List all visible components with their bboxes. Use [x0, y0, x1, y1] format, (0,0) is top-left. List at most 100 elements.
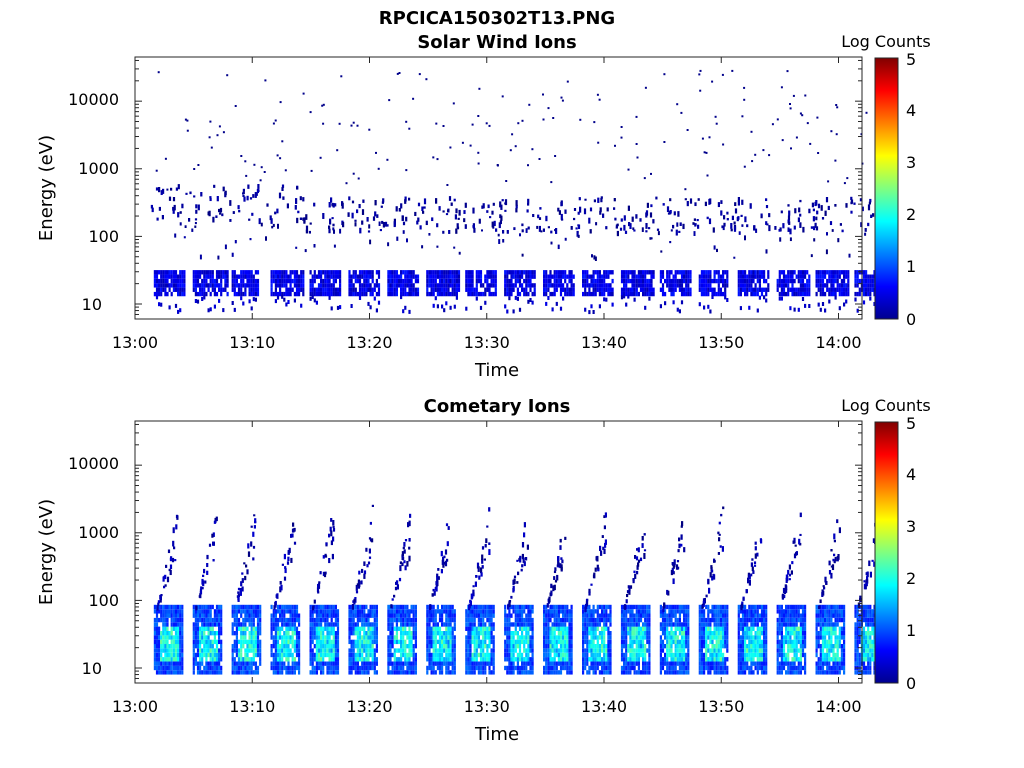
heatmap-cell [623, 215, 626, 221]
heatmap-cell [348, 648, 351, 653]
heatmap-cell [172, 661, 175, 666]
heatmap-cell [586, 617, 589, 623]
heatmap-cell [584, 278, 587, 284]
heatmap-cell [158, 278, 161, 284]
heatmap-cell [358, 278, 362, 284]
heatmap-cell [213, 639, 216, 645]
heatmap-cell [756, 291, 759, 297]
heatmap-cell [627, 205, 630, 211]
heatmap-cell [588, 657, 591, 662]
heatmap-cell [203, 604, 206, 610]
heatmap-cell [687, 283, 690, 288]
heatmap-cell [492, 202, 495, 206]
heatmap-cell [521, 657, 524, 662]
heatmap-cell [192, 626, 195, 631]
heatmap-cell [670, 287, 673, 292]
heatmap-cell [464, 224, 467, 229]
heatmap-cell [482, 622, 485, 627]
heatmap-cell [455, 208, 458, 214]
heatmap-cell [248, 670, 251, 675]
heatmap-cell [243, 562, 246, 565]
heatmap-cell [504, 287, 507, 292]
heatmap-cell [697, 198, 700, 201]
heatmap-cell [438, 278, 442, 284]
heatmap-cell [352, 291, 355, 297]
heatmap-cell [412, 287, 415, 292]
heatmap-cell [350, 304, 353, 308]
heatmap-cell [586, 648, 589, 653]
heatmap-cell [160, 278, 163, 284]
heatmap-cell [831, 229, 834, 232]
heatmap-cell [369, 644, 372, 649]
heatmap-cell [181, 291, 184, 297]
heatmap-cell [166, 613, 169, 618]
heatmap-cell [631, 291, 634, 297]
heatmap-cell [471, 626, 474, 631]
heatmap-cell [706, 174, 709, 177]
heatmap-cell [315, 635, 318, 640]
colorbar-tick: 4 [906, 101, 916, 120]
heatmap-cell [404, 626, 407, 631]
heatmap-cell [281, 187, 284, 191]
heatmap-cell [326, 270, 329, 275]
heatmap-cell [214, 517, 217, 520]
heatmap-cell [471, 278, 474, 284]
heatmap-cell [553, 274, 556, 279]
heatmap-cell [391, 652, 394, 658]
heatmap-cell [171, 557, 175, 563]
heatmap-cell [369, 631, 372, 636]
heatmap-cell [311, 652, 314, 658]
heatmap-cell [824, 308, 827, 313]
heatmap-cell [465, 278, 468, 284]
heatmap-cell [231, 613, 234, 618]
heatmap-cell [516, 604, 519, 610]
heatmap-cell [669, 210, 672, 214]
heatmap-cell [207, 639, 210, 645]
heatmap-cell [836, 106, 839, 109]
heatmap-cell [553, 604, 556, 610]
heatmap-cell [453, 652, 456, 658]
heatmap-cell [350, 617, 353, 623]
heatmap-cell [652, 274, 655, 279]
heatmap-cell [387, 626, 390, 631]
heatmap-cell [207, 635, 210, 640]
heatmap-cell [315, 639, 318, 645]
heatmap-cell [393, 222, 396, 227]
heatmap-cell [756, 274, 759, 279]
heatmap-cell [398, 577, 402, 582]
heatmap-cell [331, 203, 334, 206]
heatmap-cell [676, 103, 679, 106]
heatmap-cell [361, 274, 364, 279]
heatmap-cell [375, 657, 378, 662]
heatmap-cell [717, 291, 720, 297]
heatmap-cell [627, 168, 630, 171]
heatmap-cell [797, 291, 800, 297]
heatmap-cell [845, 203, 848, 208]
heatmap-cell [234, 105, 237, 107]
heatmap-cell [806, 270, 809, 275]
heatmap-cell [295, 626, 299, 631]
heatmap-cell [545, 644, 548, 649]
heatmap-cell [361, 613, 364, 618]
heatmap-cell [545, 670, 548, 675]
heatmap-cell [350, 648, 353, 653]
heatmap-cell [847, 291, 850, 297]
heatmap-cell [765, 287, 768, 292]
heatmap-cell [471, 291, 474, 297]
heatmap-cell [196, 291, 200, 297]
heatmap-cell [283, 278, 286, 284]
heatmap-cell [525, 626, 528, 631]
heatmap-cell [438, 206, 441, 211]
heatmap-cell [504, 274, 507, 279]
heatmap-cell [281, 184, 285, 188]
heatmap-cell [465, 287, 468, 292]
heatmap-cell [836, 270, 839, 275]
heatmap-cell [504, 291, 507, 297]
heatmap-cell [172, 635, 175, 640]
heatmap-cell [361, 604, 364, 610]
heatmap-cell [391, 617, 394, 623]
heatmap-cell [453, 283, 456, 288]
heatmap-cell [309, 283, 312, 288]
heatmap-cell [488, 613, 491, 618]
heatmap-cell [393, 665, 396, 671]
